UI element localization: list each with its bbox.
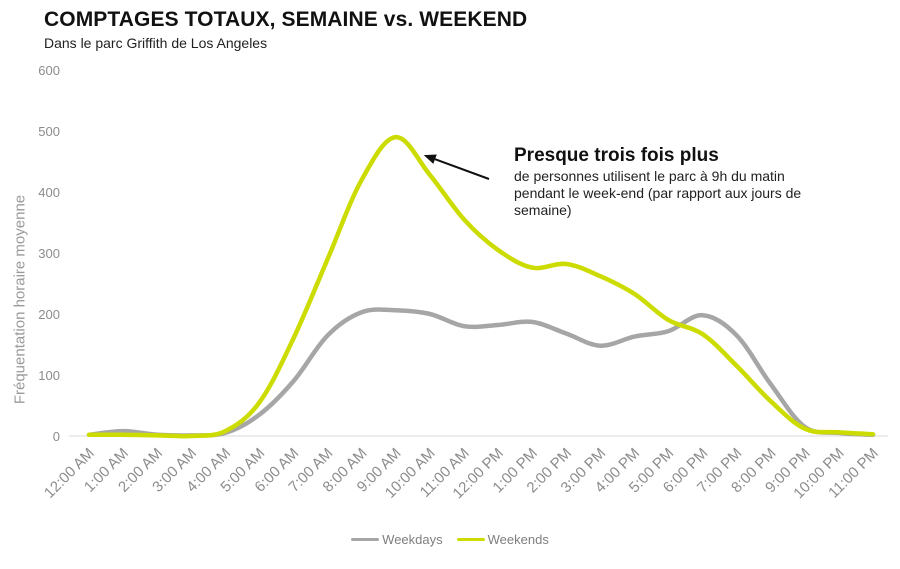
y-axis-label: Fréquentation horaire moyenne (11, 194, 29, 405)
y-axis-ticks: 0 100 200 300 400 500 600 (38, 63, 60, 444)
annotation-heading: Presque trois fois plus (514, 145, 719, 166)
series-lines (86, 134, 876, 439)
y-tick-label: 400 (38, 185, 60, 200)
legend-item-weekends: Weekends (456, 532, 549, 547)
chart-title: COMPTAGES TOTAUX, SEMAINE vs. WEEKEND (44, 8, 528, 31)
y-tick-label: 500 (38, 124, 60, 139)
x-axis-ticks: 12:00 AM1:00 AM2:00 AM3:00 AM4:00 AM5:00… (41, 445, 882, 502)
y-tick-label: 100 (38, 368, 60, 383)
legend-swatch-weekdays (351, 538, 380, 541)
annotation-text: de personnes utilisent le parc à 9h du m… (514, 168, 802, 218)
series-line-weekends (86, 134, 876, 439)
annotation-arrow (423, 154, 490, 180)
y-tick-label: 200 (38, 307, 60, 322)
legend-swatch-weekends (456, 538, 485, 541)
y-tick-label: 0 (53, 429, 60, 444)
chart-subtitle: Dans le parc Griffith de Los Angeles (44, 35, 268, 51)
legend: Weekdays Weekends (0, 532, 900, 547)
legend-item-weekdays: Weekdays (351, 532, 443, 547)
annotation-arrow-line (434, 158, 490, 180)
y-tick-label: 600 (38, 63, 60, 78)
series-line-weekdays (86, 307, 876, 438)
annotation-arrow-head (423, 154, 437, 164)
legend-label-weekends: Weekends (487, 532, 549, 547)
y-tick-label: 300 (38, 246, 60, 261)
legend-label-weekdays: Weekdays (382, 532, 443, 547)
